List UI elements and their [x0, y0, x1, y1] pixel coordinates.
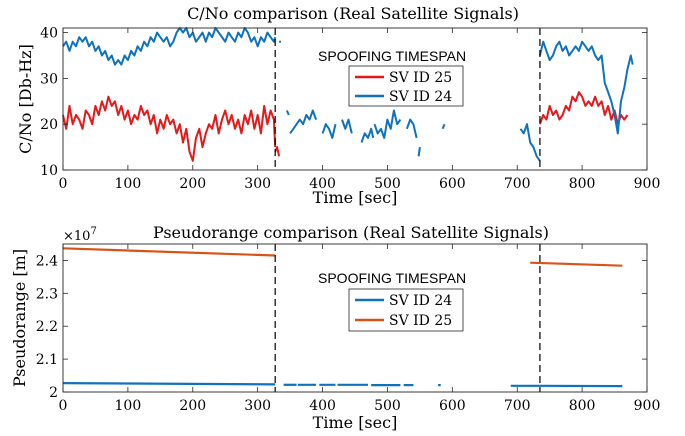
pseudorange-y-tick-label: 2.2 [36, 319, 58, 335]
cno-chart: C/No comparison (Real Satellite Signals)… [16, 4, 660, 207]
cno-series-sv-id-24-segment-0 [62, 27, 277, 66]
cno-x-tick-label: 300 [244, 176, 271, 192]
cno-x-tick-label: 500 [374, 176, 401, 192]
cno-series-sv-id-24-segment-11 [519, 123, 541, 162]
pseudorange-series-sv-id-25-segment-0 [62, 247, 276, 257]
cno-series-sv-id-24-segment-4 [321, 123, 337, 139]
pseudorange-x-tick-label: 100 [115, 398, 142, 414]
pseudorange-x-axis-label: Time [sec] [313, 413, 398, 432]
pseudorange-y-tick-label: 2.1 [36, 352, 58, 368]
cno-y-axis-label: C/No [Db-Hz] [16, 44, 35, 154]
cno-y-tick-label: 40 [40, 26, 58, 42]
cno-x-tick-label: 800 [569, 176, 596, 192]
pseudorange-legend-box [348, 288, 464, 332]
cno-y-ticks: 10 20 30 40 [40, 26, 647, 179]
cno-legend-label-sv24: SV ID 24 [389, 89, 452, 105]
pseudorange-series-sv-id-25-segment-1 [530, 261, 623, 267]
cno-series-sv-id-24-segment-8 [405, 118, 418, 139]
cno-legend-label-sv25: SV ID 25 [389, 70, 452, 86]
pseudorange-series-group [62, 247, 623, 388]
cno-x-ticks: 0 100 200 300 400 500 600 700 800 900 [59, 28, 661, 192]
cno-plot-frame [62, 27, 648, 171]
cno-legend: SV ID 25 SV ID 24 [348, 65, 464, 107]
cno-series-sv-id-24-segment-10 [441, 123, 446, 130]
pseudorange-x-tick-label: 600 [439, 398, 466, 414]
pseudorange-x-tick-label: 200 [179, 398, 206, 414]
pseudorange-chart-title: Pseudorange comparison (Real Satellite S… [153, 223, 549, 242]
cno-legend-box [348, 65, 464, 107]
pseudorange-x-tick-label: 800 [569, 398, 596, 414]
pseudorange-plot-frame [62, 243, 648, 393]
pseudorange-y-tick-label: 2.4 [36, 253, 58, 269]
pseudorange-y-axis-label: Pseudorange [m] [10, 249, 29, 387]
cno-series-sv-id-24-segment-6 [360, 127, 375, 143]
cno-x-tick-label: 0 [59, 176, 68, 192]
cno-x-tick-label: 100 [115, 176, 142, 192]
cno-x-tick-label: 600 [439, 176, 466, 192]
cno-x-tick-label: 200 [179, 176, 206, 192]
cno-series-sv-id-24-segment-7 [373, 109, 402, 139]
pseudorange-legend: SV ID 24 SV ID 25 [348, 288, 464, 332]
cno-y-tick-label: 20 [40, 117, 58, 133]
cno-series-sv-id-24-segment-5 [341, 118, 353, 134]
cno-series-sv-id-24-segment-12 [538, 40, 634, 135]
pseudorange-x-tick-label: 500 [374, 398, 401, 414]
cno-y-tick-label: 30 [40, 71, 58, 87]
cno-x-axis-label: Time [sec] [313, 188, 398, 207]
pseudorange-exponent-label: ×107 [63, 226, 97, 244]
cno-series-sv-id-25-segment-2 [538, 91, 629, 126]
cno-series-group [62, 27, 634, 162]
pseudorange-y-tick-label: 2.3 [36, 286, 58, 302]
pseudorange-chart: Pseudorange comparison (Real Satellite S… [10, 223, 660, 432]
cno-series-sv-id-24-segment-3 [289, 109, 318, 134]
cno-series-sv-id-24-segment-9 [417, 146, 421, 157]
pseudorange-x-tick-label: 900 [634, 398, 661, 414]
pseudorange-x-tick-label: 300 [244, 398, 271, 414]
cno-chart-title: C/No comparison (Real Satellite Signals) [187, 4, 519, 23]
pseudorange-y-ticks: 2 2.1 2.2 2.3 2.4 [36, 253, 647, 401]
pseudorange-series-sv-id-24-segment-0 [62, 382, 276, 386]
pseudorange-y-tick-label: 2 [49, 385, 58, 401]
cno-series-sv-id-25-segment-1 [274, 146, 281, 157]
cno-series-sv-id-24-segment-2 [285, 110, 290, 116]
pseudorange-spoofing-markers [274, 244, 541, 392]
pseudorange-x-ticks: 0 100 200 300 400 500 600 700 800 900 [59, 244, 661, 414]
pseudorange-legend-label-sv24: SV ID 24 [389, 293, 452, 309]
pseudorange-x-tick-label: 0 [59, 398, 68, 414]
cno-spoofing-markers [274, 28, 541, 170]
cno-x-tick-label: 900 [634, 176, 661, 192]
pseudorange-legend-label-sv25: SV ID 25 [389, 313, 452, 329]
cno-series-sv-id-25-segment-0 [62, 95, 277, 162]
pseudorange-x-tick-label: 700 [504, 398, 531, 414]
cno-spoofing-annotation: SPOOFING TIMESPAN [318, 48, 466, 64]
pseudorange-x-tick-label: 400 [309, 398, 336, 414]
pseudorange-spoofing-annotation: SPOOFING TIMESPAN [318, 270, 466, 286]
cno-x-tick-label: 400 [309, 176, 336, 192]
cno-x-tick-label: 700 [504, 176, 531, 192]
cno-y-tick-label: 10 [40, 163, 58, 179]
